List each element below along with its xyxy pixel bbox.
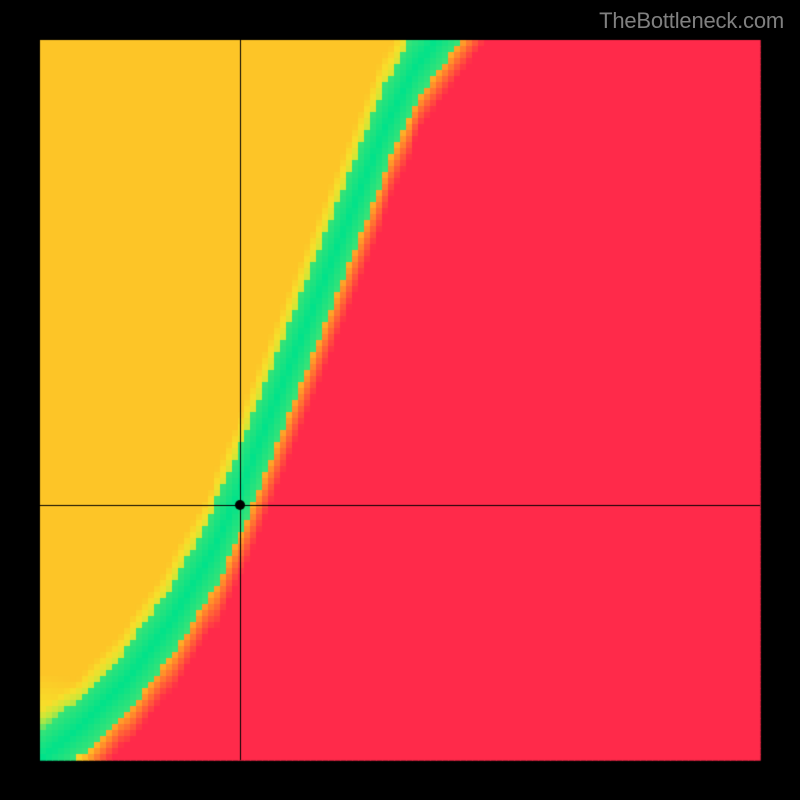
bottleneck-heatmap — [0, 0, 800, 800]
watermark-text: TheBottleneck.com — [599, 8, 784, 34]
